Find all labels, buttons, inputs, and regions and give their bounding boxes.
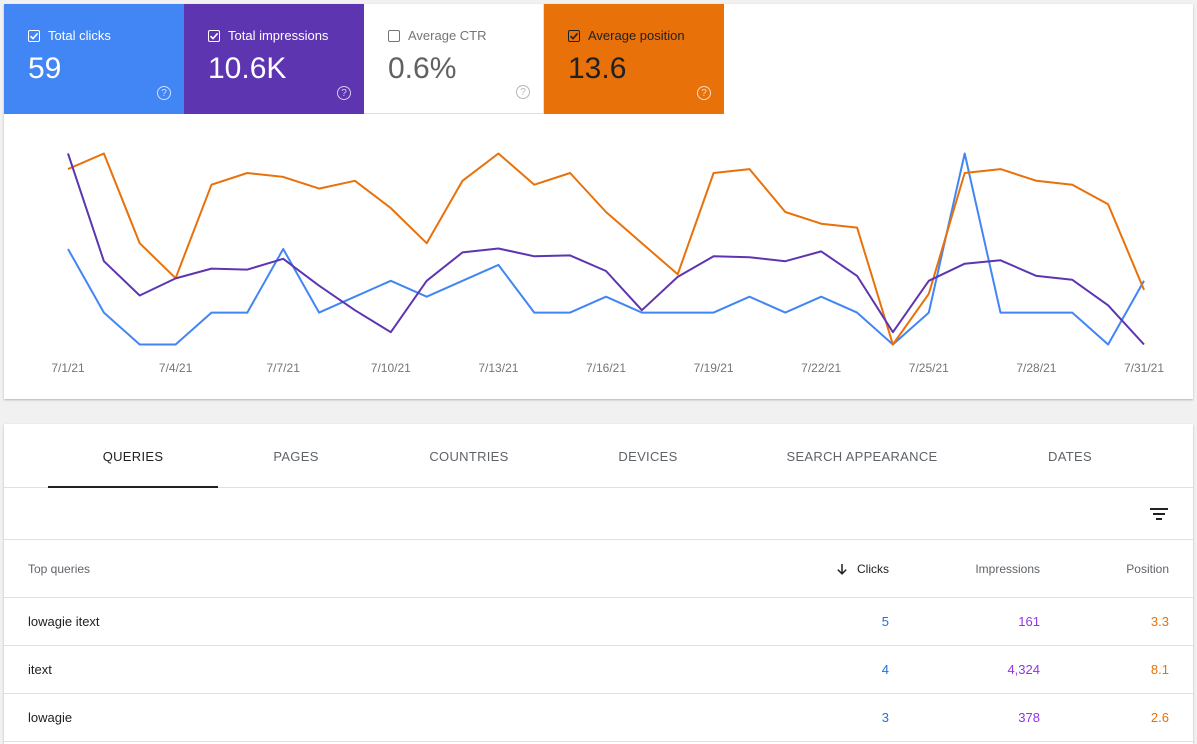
metric-average-position[interactable]: Average position 13.6 ? <box>544 4 724 114</box>
series-line-total-impressions <box>67 153 1145 346</box>
report-tabs: QUERIES PAGES COUNTRIES DEVICES SEARCH A… <box>4 424 1193 488</box>
performance-chart[interactable]: 7/1/21 7/4/21 7/7/21 7/10/21 7/13/21 7/16/21 7… <box>4 114 1193 399</box>
metric-total-impressions[interactable]: Total impressions 10.6K ? <box>184 4 364 114</box>
tab-pages[interactable]: PAGES <box>273 448 319 464</box>
clicks-cell: 5 <box>881 614 889 629</box>
x-tick-label: 7/25/21 <box>909 361 949 375</box>
line-chart: 7/1/21 7/4/21 7/7/21 7/10/21 7/13/21 7/16/21 7… <box>51 152 1164 375</box>
column-header-impressions[interactable]: Impressions <box>975 561 1040 576</box>
column-header-clicks-label: Clicks <box>857 561 889 576</box>
metric-value: 59 <box>28 52 62 85</box>
checkbox-checked-icon[interactable] <box>28 29 40 42</box>
series-line-total-clicks <box>67 152 1145 346</box>
x-tick-label: 7/13/21 <box>478 361 518 375</box>
help-icon[interactable]: ? <box>157 86 171 100</box>
metric-value: 10.6K <box>208 52 287 85</box>
column-header-top-queries[interactable]: Top queries <box>28 561 91 576</box>
column-header-position[interactable]: Position <box>1126 561 1169 576</box>
metric-label: Average CTR <box>408 28 487 43</box>
metric-label: Total clicks <box>48 28 111 43</box>
column-header-clicks[interactable]: Clicks <box>836 540 889 597</box>
query-cell: lowagie itext <box>28 614 100 629</box>
x-tick-label: 7/4/21 <box>159 361 193 375</box>
series-line-average-position <box>67 152 1145 346</box>
x-tick-label: 7/28/21 <box>1016 361 1056 375</box>
arrow-down-icon <box>837 563 847 575</box>
table-row[interactable]: lowagie itext 5 161 3.3 <box>4 598 1193 646</box>
x-tick-label: 7/10/21 <box>371 361 411 375</box>
table-row[interactable]: lowagie 3 378 2.6 <box>4 694 1193 742</box>
x-tick-label: 7/31/21 <box>1124 361 1164 375</box>
clicks-cell: 4 <box>881 662 889 677</box>
metric-label: Total impressions <box>228 28 329 43</box>
table-row[interactable]: itext 4 4,324 8.1 <box>4 646 1193 694</box>
query-cell: lowagie <box>28 710 73 725</box>
report-table-card: QUERIES PAGES COUNTRIES DEVICES SEARCH A… <box>4 424 1193 744</box>
position-cell: 8.1 <box>1150 662 1169 677</box>
impressions-cell: 378 <box>1018 710 1040 725</box>
performance-card: Total clicks 59 ? Total impressions 10.6… <box>4 4 1193 399</box>
x-tick-label: 7/16/21 <box>586 361 626 375</box>
metric-value: 0.6% <box>388 52 457 85</box>
metric-label: Average position <box>588 28 685 43</box>
help-icon[interactable]: ? <box>337 86 351 100</box>
checkbox-unchecked-icon[interactable] <box>388 29 400 42</box>
metric-value: 13.6 <box>568 52 627 85</box>
tab-queries[interactable]: QUERIES <box>48 424 218 488</box>
checkbox-checked-icon[interactable] <box>208 29 220 42</box>
table-toolbar <box>4 488 1193 540</box>
query-cell: itext <box>28 662 52 677</box>
clicks-cell: 3 <box>881 710 889 725</box>
x-tick-label: 7/1/21 <box>51 361 85 375</box>
metric-cards: Total clicks 59 ? Total impressions 10.6… <box>4 4 724 114</box>
help-icon[interactable]: ? <box>516 85 530 99</box>
impressions-cell: 4,324 <box>1007 662 1040 677</box>
x-tick-label: 7/19/21 <box>694 361 734 375</box>
tab-dates[interactable]: DATES <box>1048 448 1092 464</box>
checkbox-checked-icon[interactable] <box>568 29 580 42</box>
help-icon[interactable]: ? <box>697 86 711 100</box>
impressions-cell: 161 <box>1018 614 1040 629</box>
table-header: Top queries Clicks Impressions Position <box>4 540 1193 598</box>
tab-search-appearance[interactable]: SEARCH APPEARANCE <box>786 448 938 464</box>
x-tick-label: 7/22/21 <box>801 361 841 375</box>
position-cell: 3.3 <box>1150 614 1169 629</box>
position-cell: 2.6 <box>1150 710 1169 725</box>
tab-countries[interactable]: COUNTRIES <box>429 448 509 464</box>
x-tick-label: 7/7/21 <box>267 361 301 375</box>
tab-devices[interactable]: DEVICES <box>618 448 678 464</box>
metric-total-clicks[interactable]: Total clicks 59 ? <box>4 4 184 114</box>
metric-average-ctr[interactable]: Average CTR 0.6% ? <box>364 4 544 114</box>
filter-icon[interactable] <box>1147 502 1171 526</box>
